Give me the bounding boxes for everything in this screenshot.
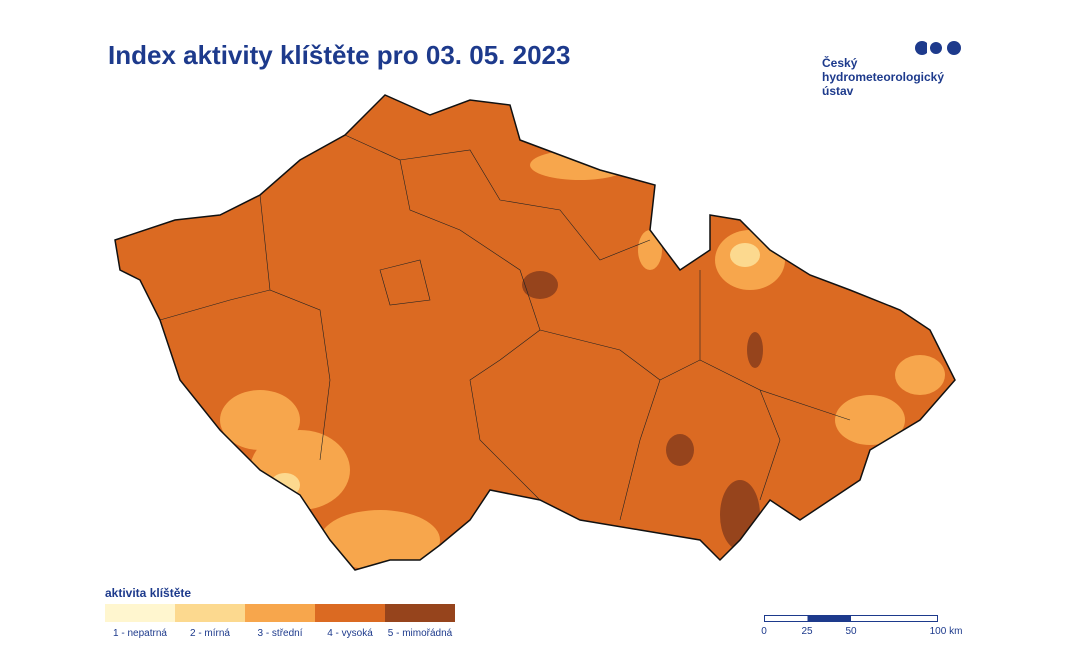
scale-label: 25 xyxy=(801,626,813,637)
legend-label: 2 - mírná xyxy=(189,628,230,639)
legend-item: 3 - střední xyxy=(245,604,315,639)
scale-bar: 0 25 50 100 km xyxy=(761,615,962,637)
map xyxy=(114,94,956,571)
legend-item: 4 - vysoká xyxy=(315,604,385,639)
legend-swatch xyxy=(105,604,175,622)
scale-graphic xyxy=(764,615,938,622)
map-fill xyxy=(115,95,955,570)
legend-label: 4 - vysoká xyxy=(327,628,373,639)
scale-label: 50 xyxy=(845,626,857,637)
legend-label: 1 - nepatrná xyxy=(113,628,167,639)
title: Index aktivity klíštěte pro 03. 05. 2023 xyxy=(108,40,571,70)
logo-line: hydrometeorologický xyxy=(822,70,945,84)
logo-mark xyxy=(915,41,961,55)
logo-line: ústav xyxy=(822,84,854,98)
logo-line: Český xyxy=(822,56,858,70)
logo: Český hydrometeorologický ústav xyxy=(822,40,972,100)
legend-label: 5 - mimořádná xyxy=(387,628,453,639)
legend-swatch xyxy=(245,604,315,622)
legend-label: 3 - střední xyxy=(257,628,303,639)
legend-swatch xyxy=(175,604,245,622)
legend-item: 2 - mírná xyxy=(175,604,245,639)
borders xyxy=(159,134,851,521)
legend-item: 5 - mimořádná xyxy=(385,604,455,639)
scale-label: 0 xyxy=(761,626,767,637)
logo-text: Český hydrometeorologický ústav xyxy=(822,56,944,98)
legend-title: aktivita klíštěte xyxy=(105,586,192,600)
legend-swatch xyxy=(385,604,455,622)
scale-label: 100 km xyxy=(929,626,963,637)
legend-swatch xyxy=(315,604,385,622)
legend: 1 - nepatrná 2 - mírná 3 - střední 4 - vyso… xyxy=(105,604,455,639)
legend-item: 1 - nepatrná xyxy=(105,604,175,639)
